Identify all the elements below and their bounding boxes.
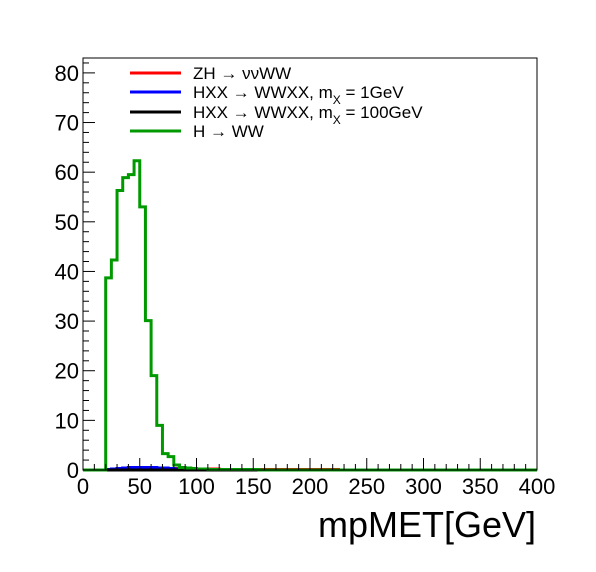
legend-label-part: = 100GeV [341,103,423,122]
x-tick-label: 250 [348,474,385,499]
y-axis: 0 10 20 30 40 50 60 70 80 [55,61,95,483]
y-tick-label: 10 [55,408,79,433]
x-tick-label: 300 [405,474,442,499]
legend-label-part: X [333,93,341,107]
x-tick-label: 50 [128,474,152,499]
legend-label-2: HXX → WWXX, mX = 100GeV [193,103,423,127]
legend-label-part: ZH → ννWW [193,64,291,83]
x-axis: 0 50 100 150 200 250 300 350 400 [77,458,555,499]
x-tick-label: 0 [77,474,89,499]
x-tick-label: 200 [292,474,329,499]
x-tick-label: 350 [462,474,499,499]
y-tick-label: 80 [55,61,79,86]
y-tick-label: 50 [55,210,79,235]
y-tick-label: 60 [55,160,79,185]
legend-label-0: ZH → ννWW [193,64,291,83]
y-tick-label: 20 [55,359,79,384]
legend-label-part: = 1GeV [341,83,405,102]
legend-label-3: H → WW [193,122,264,141]
y-tick-label: 70 [55,111,79,136]
legend-label-part: HXX → WWXX, m [193,103,333,122]
legend-label-1: HXX → WWXX, mX = 1GeV [193,83,404,107]
y-tick-label: 40 [55,259,79,284]
y-tick-label: 0 [67,458,79,483]
y-tick-label: 30 [55,309,79,334]
x-axis-title: mpMET[GeV] [318,504,536,545]
legend-label-part: HXX → WWXX, m [193,83,333,102]
x-tick-label: 400 [519,474,556,499]
legend-label-part: X [333,113,341,127]
legend-label-part: H → WW [193,122,264,141]
x-tick-label: 100 [178,474,215,499]
x-tick-label: 150 [235,474,272,499]
